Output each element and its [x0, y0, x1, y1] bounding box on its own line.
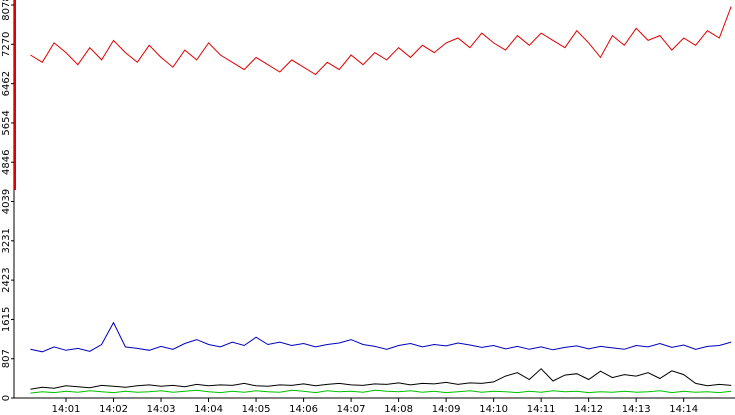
series-line — [30, 321, 732, 353]
series-line — [30, 368, 732, 390]
series-line — [30, 6, 732, 76]
x-tick-label: 14:05 — [242, 404, 271, 415]
y-tick-label: 0 — [1, 395, 12, 401]
y-tick-label: 5654 — [1, 110, 12, 135]
x-tick-label: 14:03 — [147, 404, 176, 415]
y-tick-label: 8078 — [1, 0, 12, 21]
y-tick-label: 2423 — [1, 267, 12, 292]
x-tick-label: 14:07 — [337, 404, 366, 415]
y-tick-label: 1615 — [1, 307, 12, 332]
y-tick-label: 3231 — [1, 228, 12, 253]
series-line — [30, 389, 732, 394]
x-tick-label: 14:14 — [669, 404, 698, 415]
x-tick-label: 14:02 — [99, 404, 128, 415]
x-tick-label: 14:04 — [194, 404, 223, 415]
y-tick-label: 7270 — [1, 32, 12, 57]
x-tick-label: 14:08 — [384, 404, 413, 415]
x-tick-label: 14:09 — [432, 404, 461, 415]
x-tick-label: 14:13 — [622, 404, 651, 415]
x-tick-label: 14:10 — [479, 404, 508, 415]
x-tick-label: 14:12 — [574, 404, 603, 415]
x-tick-label: 14:06 — [289, 404, 318, 415]
y-tick-label: 807 — [1, 349, 12, 368]
y-tick-label: 4846 — [1, 150, 12, 175]
x-tick-label: 14:01 — [52, 404, 81, 415]
y-tick-label: 4039 — [1, 189, 12, 214]
y-tick-label: 6462 — [1, 71, 12, 96]
x-tick-label: 14:11 — [527, 404, 556, 415]
